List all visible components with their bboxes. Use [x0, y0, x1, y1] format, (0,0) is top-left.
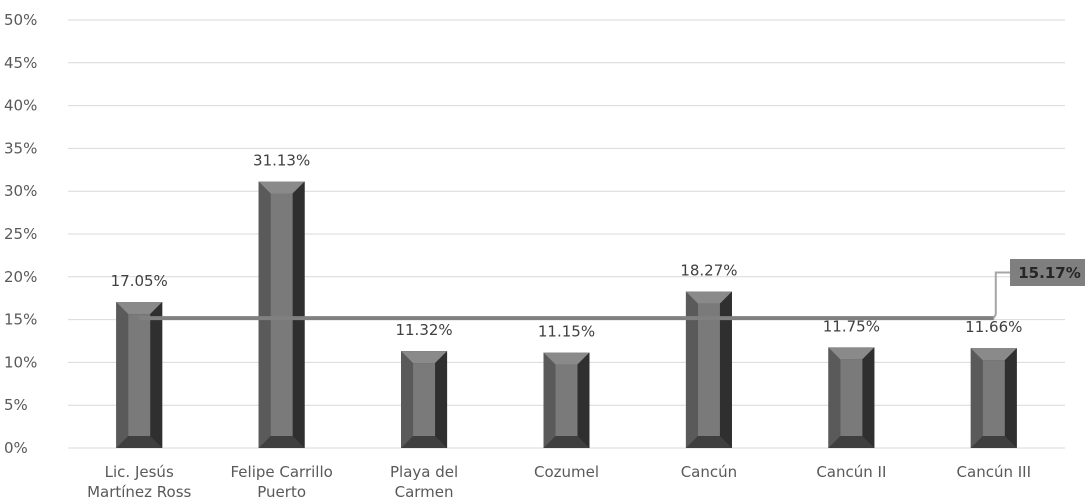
bar-bevel-top — [970, 348, 1017, 361]
y-tick-label: 50% — [4, 11, 37, 29]
bar-bevel-right — [435, 351, 448, 448]
category-label: Cancún II — [816, 463, 886, 481]
bar-face — [270, 193, 293, 436]
y-tick-label: 0% — [4, 439, 28, 457]
bar — [258, 181, 305, 448]
category-label: Cozumel — [534, 463, 599, 481]
data-label: 17.05% — [111, 272, 168, 290]
data-labels: 17.05% 31.13% 11.32% 11.15% 18.27% 11.75% 11.6… — [111, 152, 1023, 341]
y-tick-label: 40% — [4, 97, 37, 115]
bar — [401, 351, 448, 448]
category-label: Cancún — [681, 463, 737, 481]
y-tick-label: 15% — [4, 311, 37, 329]
y-tick-label: 20% — [4, 268, 37, 286]
category-label: Puerto — [257, 483, 306, 501]
category-label: Martínez Ross — [87, 483, 191, 501]
bar-bevel-left — [970, 348, 983, 448]
bar-bevel-right — [292, 181, 305, 448]
bar-face — [555, 364, 578, 436]
bar-bevel-top — [828, 347, 875, 360]
bar-bevel-right — [719, 291, 732, 448]
bar-bevel-top — [116, 302, 163, 315]
x-axis-categories: Lic. Jesús Martínez Ross Felipe Carrillo Pu… — [87, 463, 1031, 501]
category-label: Carmen — [395, 483, 454, 501]
bar-bevel-right — [150, 302, 163, 448]
reference-line-group: 15.17% — [139, 259, 1085, 321]
bar-bevel-right — [577, 352, 590, 448]
bar-face — [840, 359, 863, 436]
bar-bevel-left — [401, 351, 414, 448]
bar-bevel-left — [828, 347, 841, 448]
bars — [116, 181, 1017, 448]
y-tick-label: 10% — [4, 353, 37, 371]
bar-bevel-left — [116, 302, 129, 448]
bar-face — [697, 303, 720, 436]
callout-leader — [992, 271, 1010, 319]
bar-face — [128, 314, 151, 436]
bar-face — [982, 360, 1005, 436]
bar — [828, 347, 875, 448]
data-label: 18.27% — [680, 262, 737, 280]
category-label: Playa del — [390, 463, 458, 481]
data-label: 11.32% — [395, 321, 452, 339]
bar-bevel-top — [543, 352, 590, 365]
gridlines — [68, 19, 1065, 449]
bar-bevel-right — [862, 347, 875, 448]
data-label: 11.66% — [965, 318, 1022, 336]
reference-line-label: 15.17% — [1018, 264, 1080, 282]
bar-bevel-left — [543, 352, 556, 448]
y-tick-label: 35% — [4, 139, 37, 157]
bar — [116, 302, 163, 448]
bar — [970, 348, 1017, 448]
bar — [685, 291, 732, 448]
data-label: 11.15% — [538, 323, 595, 341]
category-label: Felipe Carrillo — [230, 463, 332, 481]
category-label: Cancún III — [957, 463, 1031, 481]
bar — [543, 352, 590, 448]
bar-bevel-top — [258, 181, 305, 194]
y-tick-label: 25% — [4, 225, 37, 243]
bar-bevel-top — [401, 351, 448, 364]
data-label: 11.75% — [823, 317, 880, 335]
y-tick-label: 45% — [4, 54, 37, 72]
bar-bevel-left — [258, 181, 271, 448]
y-axis-ticks: 0% 5% 10% 15% 20% 25% 30% 35% 40% 45% 50% — [4, 11, 37, 457]
callout-box — [1010, 259, 1085, 286]
category-label: Lic. Jesús — [105, 463, 174, 481]
data-label: 31.13% — [253, 152, 310, 170]
bar-bevel-left — [685, 291, 698, 448]
bar-face — [413, 363, 436, 436]
y-tick-label: 5% — [4, 396, 28, 414]
bar-bevel-right — [1004, 348, 1017, 448]
y-tick-label: 30% — [4, 182, 37, 200]
bar-bevel-top — [685, 291, 732, 304]
